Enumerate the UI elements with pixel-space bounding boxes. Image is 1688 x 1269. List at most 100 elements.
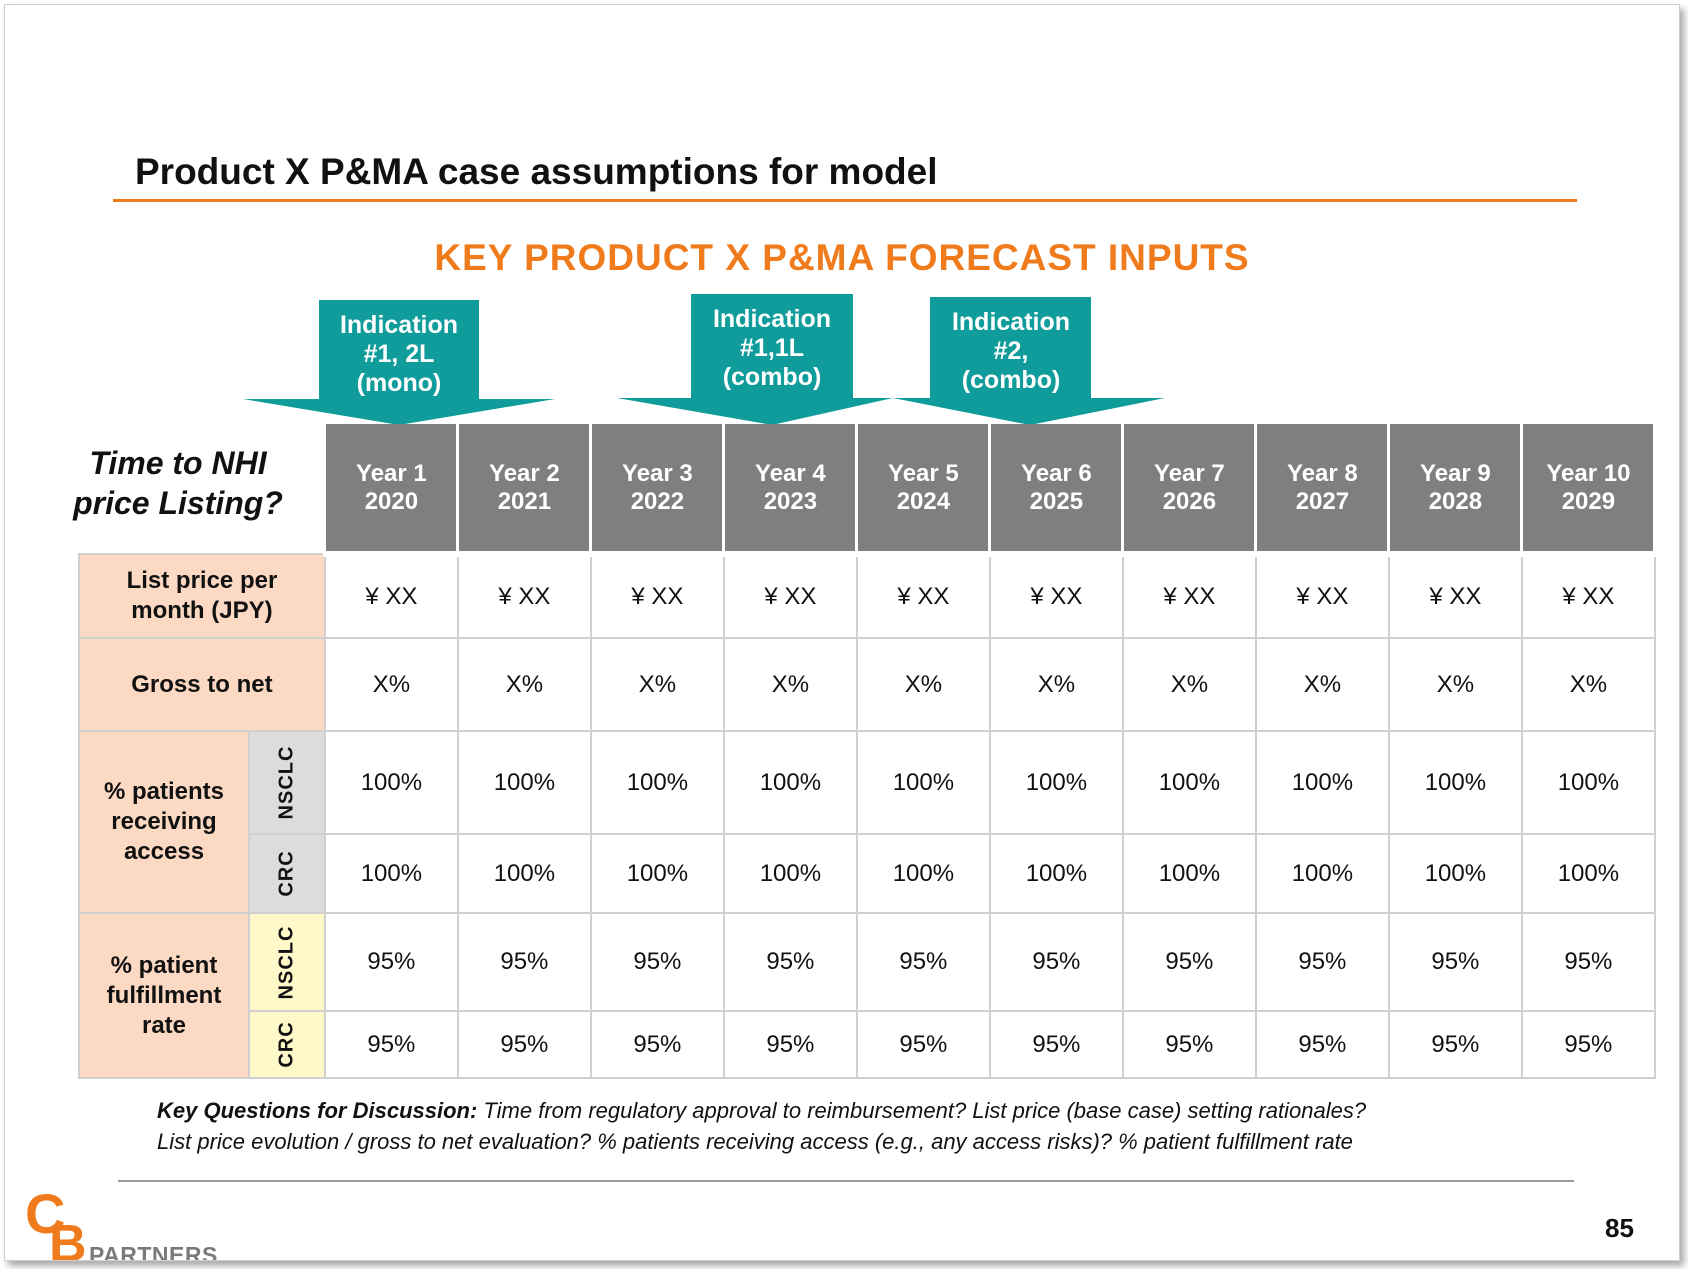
- list-price-cell: ¥ XX: [589, 553, 725, 639]
- key-questions-text1: Time from regulatory approval to reimbur…: [477, 1098, 1367, 1123]
- year-10-value: 2029: [1561, 487, 1616, 515]
- time-to-nhi-label: Time to NHI price Listing?: [60, 443, 296, 523]
- fulfillment-crc-cell: 95%: [1121, 1010, 1257, 1079]
- fulfillment-crc-cell: 95%: [323, 1010, 459, 1079]
- year-6-value: 2025: [1029, 487, 1084, 515]
- fulfillment-crc-cell: 95%: [722, 1010, 858, 1079]
- indication-label-3: Indication #2, (combo): [931, 308, 1091, 395]
- year-5-label: Year 5: [888, 459, 959, 487]
- year-3-label: Year 3: [622, 459, 693, 487]
- gross-to-net-cell: X%: [589, 637, 725, 732]
- year-header-4: Year 4 2023: [722, 424, 859, 557]
- year-2-label: Year 2: [489, 459, 560, 487]
- year-5-value: 2024: [896, 487, 951, 515]
- access-crc-cell: 100%: [1387, 833, 1523, 914]
- key-questions-line1: Key Questions for Discussion: Time from …: [157, 1095, 1627, 1126]
- fulfillment-nsclc-text: NSCLC: [275, 925, 298, 999]
- list-price-cell: ¥ XX: [1520, 553, 1656, 639]
- fulfillment-nsclc-cell: 95%: [1121, 912, 1257, 1012]
- time-label-line1: Time to NHI: [89, 445, 267, 481]
- fulfillment-label-line3: rate: [141, 1011, 187, 1039]
- fulfillment-nsclc-cell: 95%: [456, 912, 592, 1012]
- fulfillment-nsclc-cell: 95%: [1387, 912, 1523, 1012]
- access-label-line1: % patients: [103, 778, 225, 805]
- fulfillment-nsclc-cell: 95%: [1254, 912, 1390, 1012]
- row-label-list-price: List price per month (JPY): [78, 553, 326, 639]
- access-crc-cell: 100%: [1121, 833, 1257, 914]
- access-nsclc-cell: 100%: [988, 730, 1124, 835]
- table-row-fulfillment-nsclc: % patient fulfillment rate NSCLC 95% 95% 9…: [78, 912, 1656, 1079]
- fulfillment-crc-cell: 95%: [1520, 1010, 1656, 1079]
- list-price-cell: ¥ XX: [456, 553, 592, 639]
- footer-divider: [118, 1180, 1574, 1182]
- sub-label-fulfillment-nsclc: NSCLC: [248, 912, 326, 1012]
- year-8-value: 2027: [1295, 487, 1350, 515]
- fulfillment-nsclc-cell: 95%: [323, 912, 459, 1012]
- access-nsclc-cell: 100%: [1121, 730, 1257, 835]
- list-price-cell: ¥ XX: [1387, 553, 1523, 639]
- list-price-cell: ¥ XX: [1254, 553, 1390, 639]
- title-underline: [113, 199, 1577, 202]
- logo-letter-c: C: [25, 1183, 65, 1245]
- access-nsclc-cell: 100%: [1387, 730, 1523, 835]
- access-crc-cell: 100%: [456, 833, 592, 914]
- sub-label-access-nsclc: NSCLC: [248, 730, 326, 835]
- year-7-value: 2026: [1162, 487, 1217, 515]
- list-price-label-line2: month (JPY): [131, 597, 273, 624]
- sub-label-fulfillment-crc: CRC: [248, 1010, 326, 1079]
- indication-3-line3: (combo): [961, 366, 1061, 394]
- fulfillment-crc-cell: 95%: [589, 1010, 725, 1079]
- year-2-value: 2021: [497, 487, 552, 515]
- fulfillment-nsclc-cell: 95%: [1520, 912, 1656, 1012]
- list-price-cell: ¥ XX: [722, 553, 858, 639]
- year-10-label: Year 10: [1546, 459, 1631, 487]
- header-corner: [79, 424, 325, 554]
- logo-letter-b: B: [49, 1215, 87, 1261]
- year-header-7: Year 7 2026: [1121, 424, 1258, 557]
- gross-to-net-cell: X%: [722, 637, 858, 732]
- access-crc-cell: 100%: [323, 833, 459, 914]
- indication-1-line1: Indication: [339, 311, 459, 339]
- indication-2-line3: (combo): [722, 363, 822, 391]
- slide-title: Product X P&MA case assumptions for mode…: [135, 151, 938, 192]
- fulfillment-nsclc-cell: 95%: [589, 912, 725, 1012]
- indication-arrow-1: [243, 300, 555, 425]
- slide: Product X P&MA case assumptions for mode…: [4, 4, 1680, 1261]
- list-price-cell: ¥ XX: [988, 553, 1124, 639]
- fulfillment-nsclc-cell: 95%: [988, 912, 1124, 1012]
- section-subtitle: KEY PRODUCT X P&MA FORECAST INPUTS: [434, 237, 1250, 278]
- gross-to-net-cell: X%: [1121, 637, 1257, 732]
- year-header-5: Year 5 2024: [855, 424, 992, 557]
- list-price-cell: ¥ XX: [1121, 553, 1257, 639]
- table-row-access-crc: CRC 100% 100% 100% 100% 100% 100% 100% 1…: [79, 833, 1656, 914]
- year-header-10: Year 10 2029: [1520, 424, 1657, 557]
- access-crc-text: CRC: [275, 850, 298, 897]
- indication-3-line2: #2,: [993, 337, 1029, 365]
- key-questions-line2: List price evolution / gross to net eval…: [157, 1129, 1353, 1154]
- indication-arrow-2: [617, 294, 893, 425]
- indication-2-line1: Indication: [712, 305, 832, 333]
- fulfillment-label-line1: % patient: [110, 951, 218, 979]
- indication-label-1: Indication #1, 2L (mono): [319, 311, 479, 398]
- access-nsclc-cell: 100%: [456, 730, 592, 835]
- year-9-label: Year 9: [1420, 459, 1491, 487]
- year-8-label: Year 8: [1287, 459, 1358, 487]
- access-label-line3: access: [123, 838, 205, 865]
- key-questions: Key Questions for Discussion: Time from …: [157, 1095, 1627, 1157]
- year-6-label: Year 6: [1021, 459, 1092, 487]
- year-4-label: Year 4: [755, 459, 826, 487]
- table-row-access-nsclc: % patients receiving access NSCLC 100% 100…: [78, 730, 1656, 914]
- access-crc-cell: 100%: [722, 833, 858, 914]
- access-crc-cell: 100%: [988, 833, 1124, 914]
- indication-arrow-3: [893, 297, 1165, 425]
- table-row-fulfillment-crc: CRC 95% 95% 95% 95% 95% 95% 95% 95% 95% …: [79, 1010, 1656, 1079]
- access-nsclc-cell: 100%: [855, 730, 991, 835]
- gross-to-net-cell: X%: [855, 637, 991, 732]
- page-number: 85: [1605, 1213, 1634, 1243]
- indication-1-line3: (mono): [356, 369, 442, 397]
- access-nsclc-cell: 100%: [1520, 730, 1656, 835]
- row-label-access: % patients receiving access: [78, 730, 250, 914]
- gross-to-net-cell: X%: [1520, 637, 1656, 732]
